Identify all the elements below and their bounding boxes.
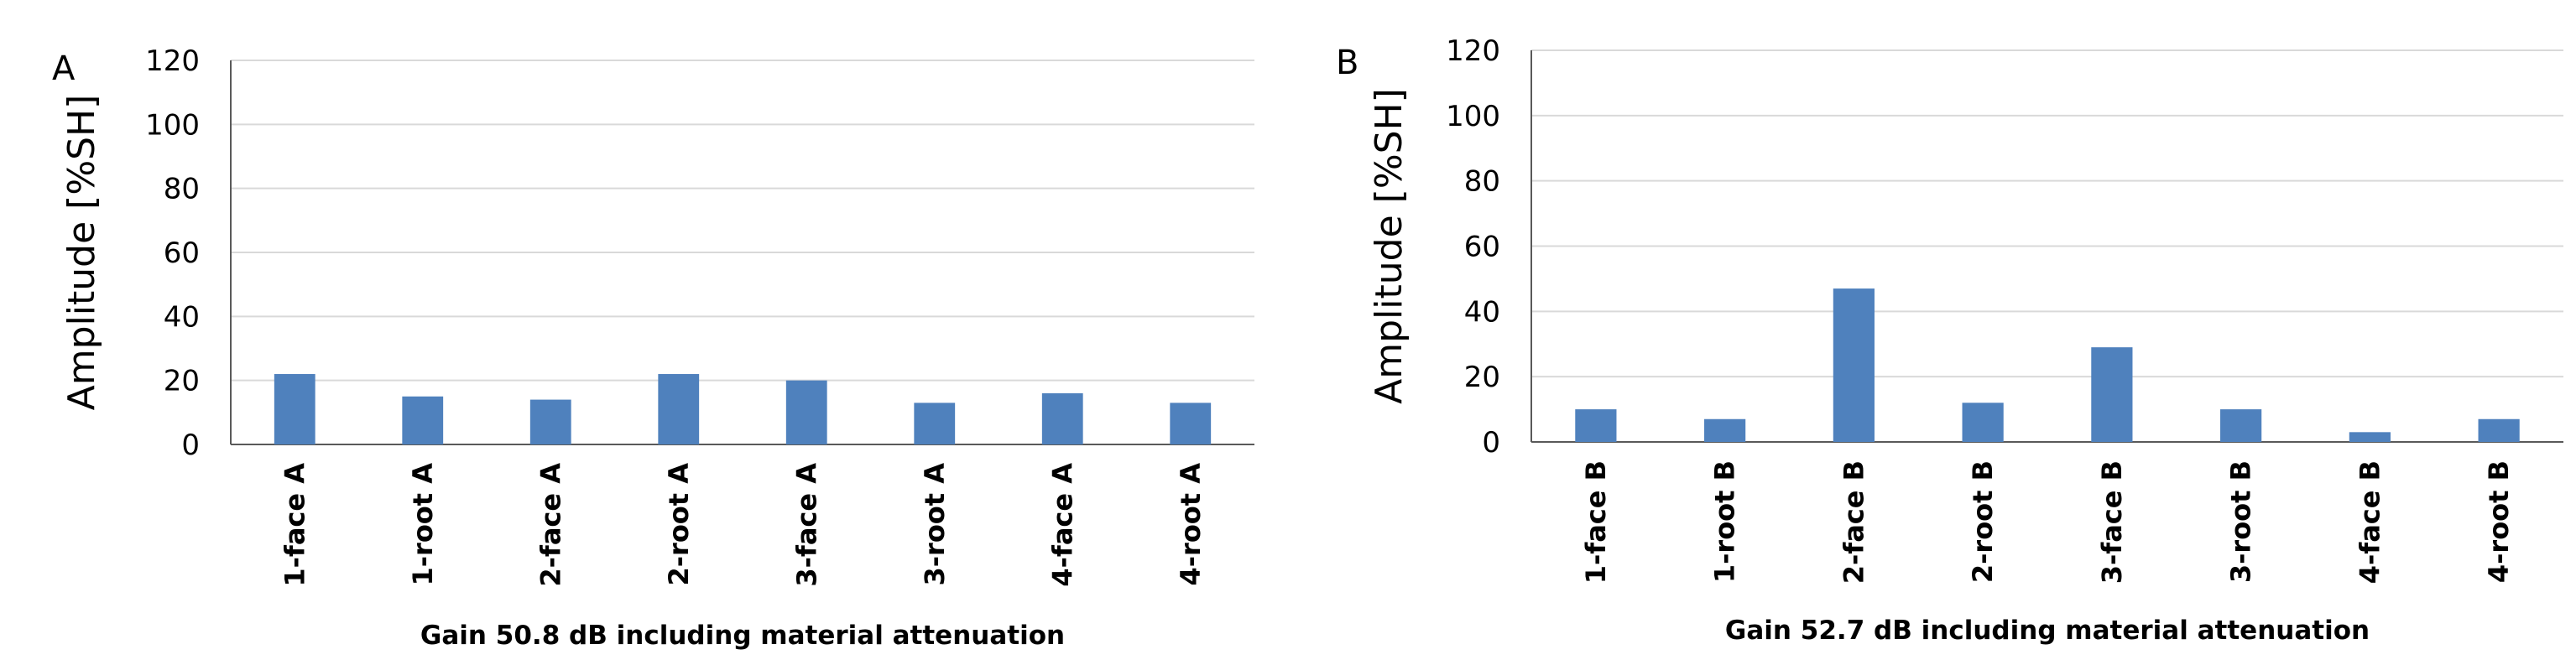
bar-2-root-b bbox=[1962, 403, 2004, 442]
x-tick-label: 4-root A bbox=[1175, 463, 1207, 586]
x-tick-label: 2-root A bbox=[663, 463, 695, 586]
y-tick-label: 20 bbox=[164, 365, 200, 398]
y-tick-label: 60 bbox=[1464, 231, 1500, 264]
bar-1-face-a bbox=[274, 374, 315, 444]
bar-2-face-b bbox=[1833, 288, 1875, 442]
bar-3-face-a bbox=[785, 380, 827, 444]
y-tick-label: 0 bbox=[181, 429, 200, 462]
x-tick-label: 3-face B bbox=[2096, 460, 2128, 584]
y-tick-label: 0 bbox=[1482, 426, 1500, 460]
panel-label: B bbox=[1336, 44, 1358, 82]
bar-2-face-a bbox=[529, 399, 571, 444]
x-tick-label: 1-face B bbox=[1580, 460, 1612, 584]
chart-panel-b: 0 20 40 60 80 100 120 1-face B 1-root B 2-face B 2… bbox=[1309, 0, 2576, 665]
x-tick-label: 4-root B bbox=[2483, 460, 2515, 583]
panel-label: A bbox=[52, 49, 76, 88]
bar-3-face-b bbox=[2091, 347, 2133, 442]
x-tick-label: 2-root B bbox=[1967, 460, 1999, 583]
y-axis-label: Amplitude [%SH] bbox=[1368, 88, 1411, 404]
x-tick-label: 2-face A bbox=[534, 463, 566, 587]
x-tick-label: 4-face B bbox=[2354, 460, 2386, 584]
bar-4-face-a bbox=[1041, 392, 1083, 444]
bar-chart-a: 0 20 40 60 80 100 120 1-face A 1-root A 2-face A 2… bbox=[52, 44, 1254, 651]
bar-4-root-a bbox=[1170, 403, 1212, 444]
y-tick-label: 120 bbox=[1446, 34, 1500, 68]
chart-panel-a: 0 20 40 60 80 100 120 1-face A 1-root A 2-face A 2… bbox=[52, 44, 1254, 651]
y-tick-label: 40 bbox=[1464, 295, 1500, 329]
y-tick-label: 60 bbox=[164, 236, 200, 270]
y-axis-label: Amplitude [%SH] bbox=[60, 95, 103, 411]
y-tick-label: 40 bbox=[164, 300, 200, 334]
x-tick-label: 1-face A bbox=[279, 463, 310, 587]
x-tick-label: 3-root A bbox=[919, 463, 951, 586]
bar-4-face-b bbox=[2349, 432, 2391, 442]
x-tick-label: 1-root B bbox=[1709, 460, 1741, 583]
x-axis-label: Gain 50.8 dB including material attenuat… bbox=[420, 621, 1065, 651]
x-tick-label: 3-face A bbox=[790, 463, 822, 587]
bar-4-root-b bbox=[2478, 418, 2520, 442]
bar-2-root-a bbox=[658, 374, 700, 444]
x-tick-label: 1-root A bbox=[407, 463, 439, 586]
y-tick-label: 80 bbox=[1464, 165, 1500, 199]
x-tick-label: 4-face A bbox=[1046, 463, 1078, 587]
x-tick-label: 3-root B bbox=[2225, 460, 2257, 583]
y-tick-label: 20 bbox=[1464, 361, 1500, 394]
bar-1-root-b bbox=[1704, 418, 1746, 442]
bar-3-root-a bbox=[914, 403, 956, 444]
x-axis-label: Gain 52.7 dB including material attenuat… bbox=[1725, 616, 2370, 646]
bar-3-root-b bbox=[2220, 409, 2262, 442]
y-tick-label: 100 bbox=[1446, 100, 1500, 133]
bar-1-face-b bbox=[1575, 409, 1617, 442]
y-tick-label: 120 bbox=[145, 44, 200, 78]
bar-1-root-a bbox=[402, 396, 444, 444]
x-tick-label: 2-face B bbox=[1838, 460, 1869, 584]
bar-chart-b: 0 20 40 60 80 100 120 1-face B 1-root B 2-face B 2… bbox=[1336, 34, 2563, 646]
y-tick-label: 100 bbox=[145, 108, 200, 142]
y-tick-label: 80 bbox=[164, 173, 200, 206]
